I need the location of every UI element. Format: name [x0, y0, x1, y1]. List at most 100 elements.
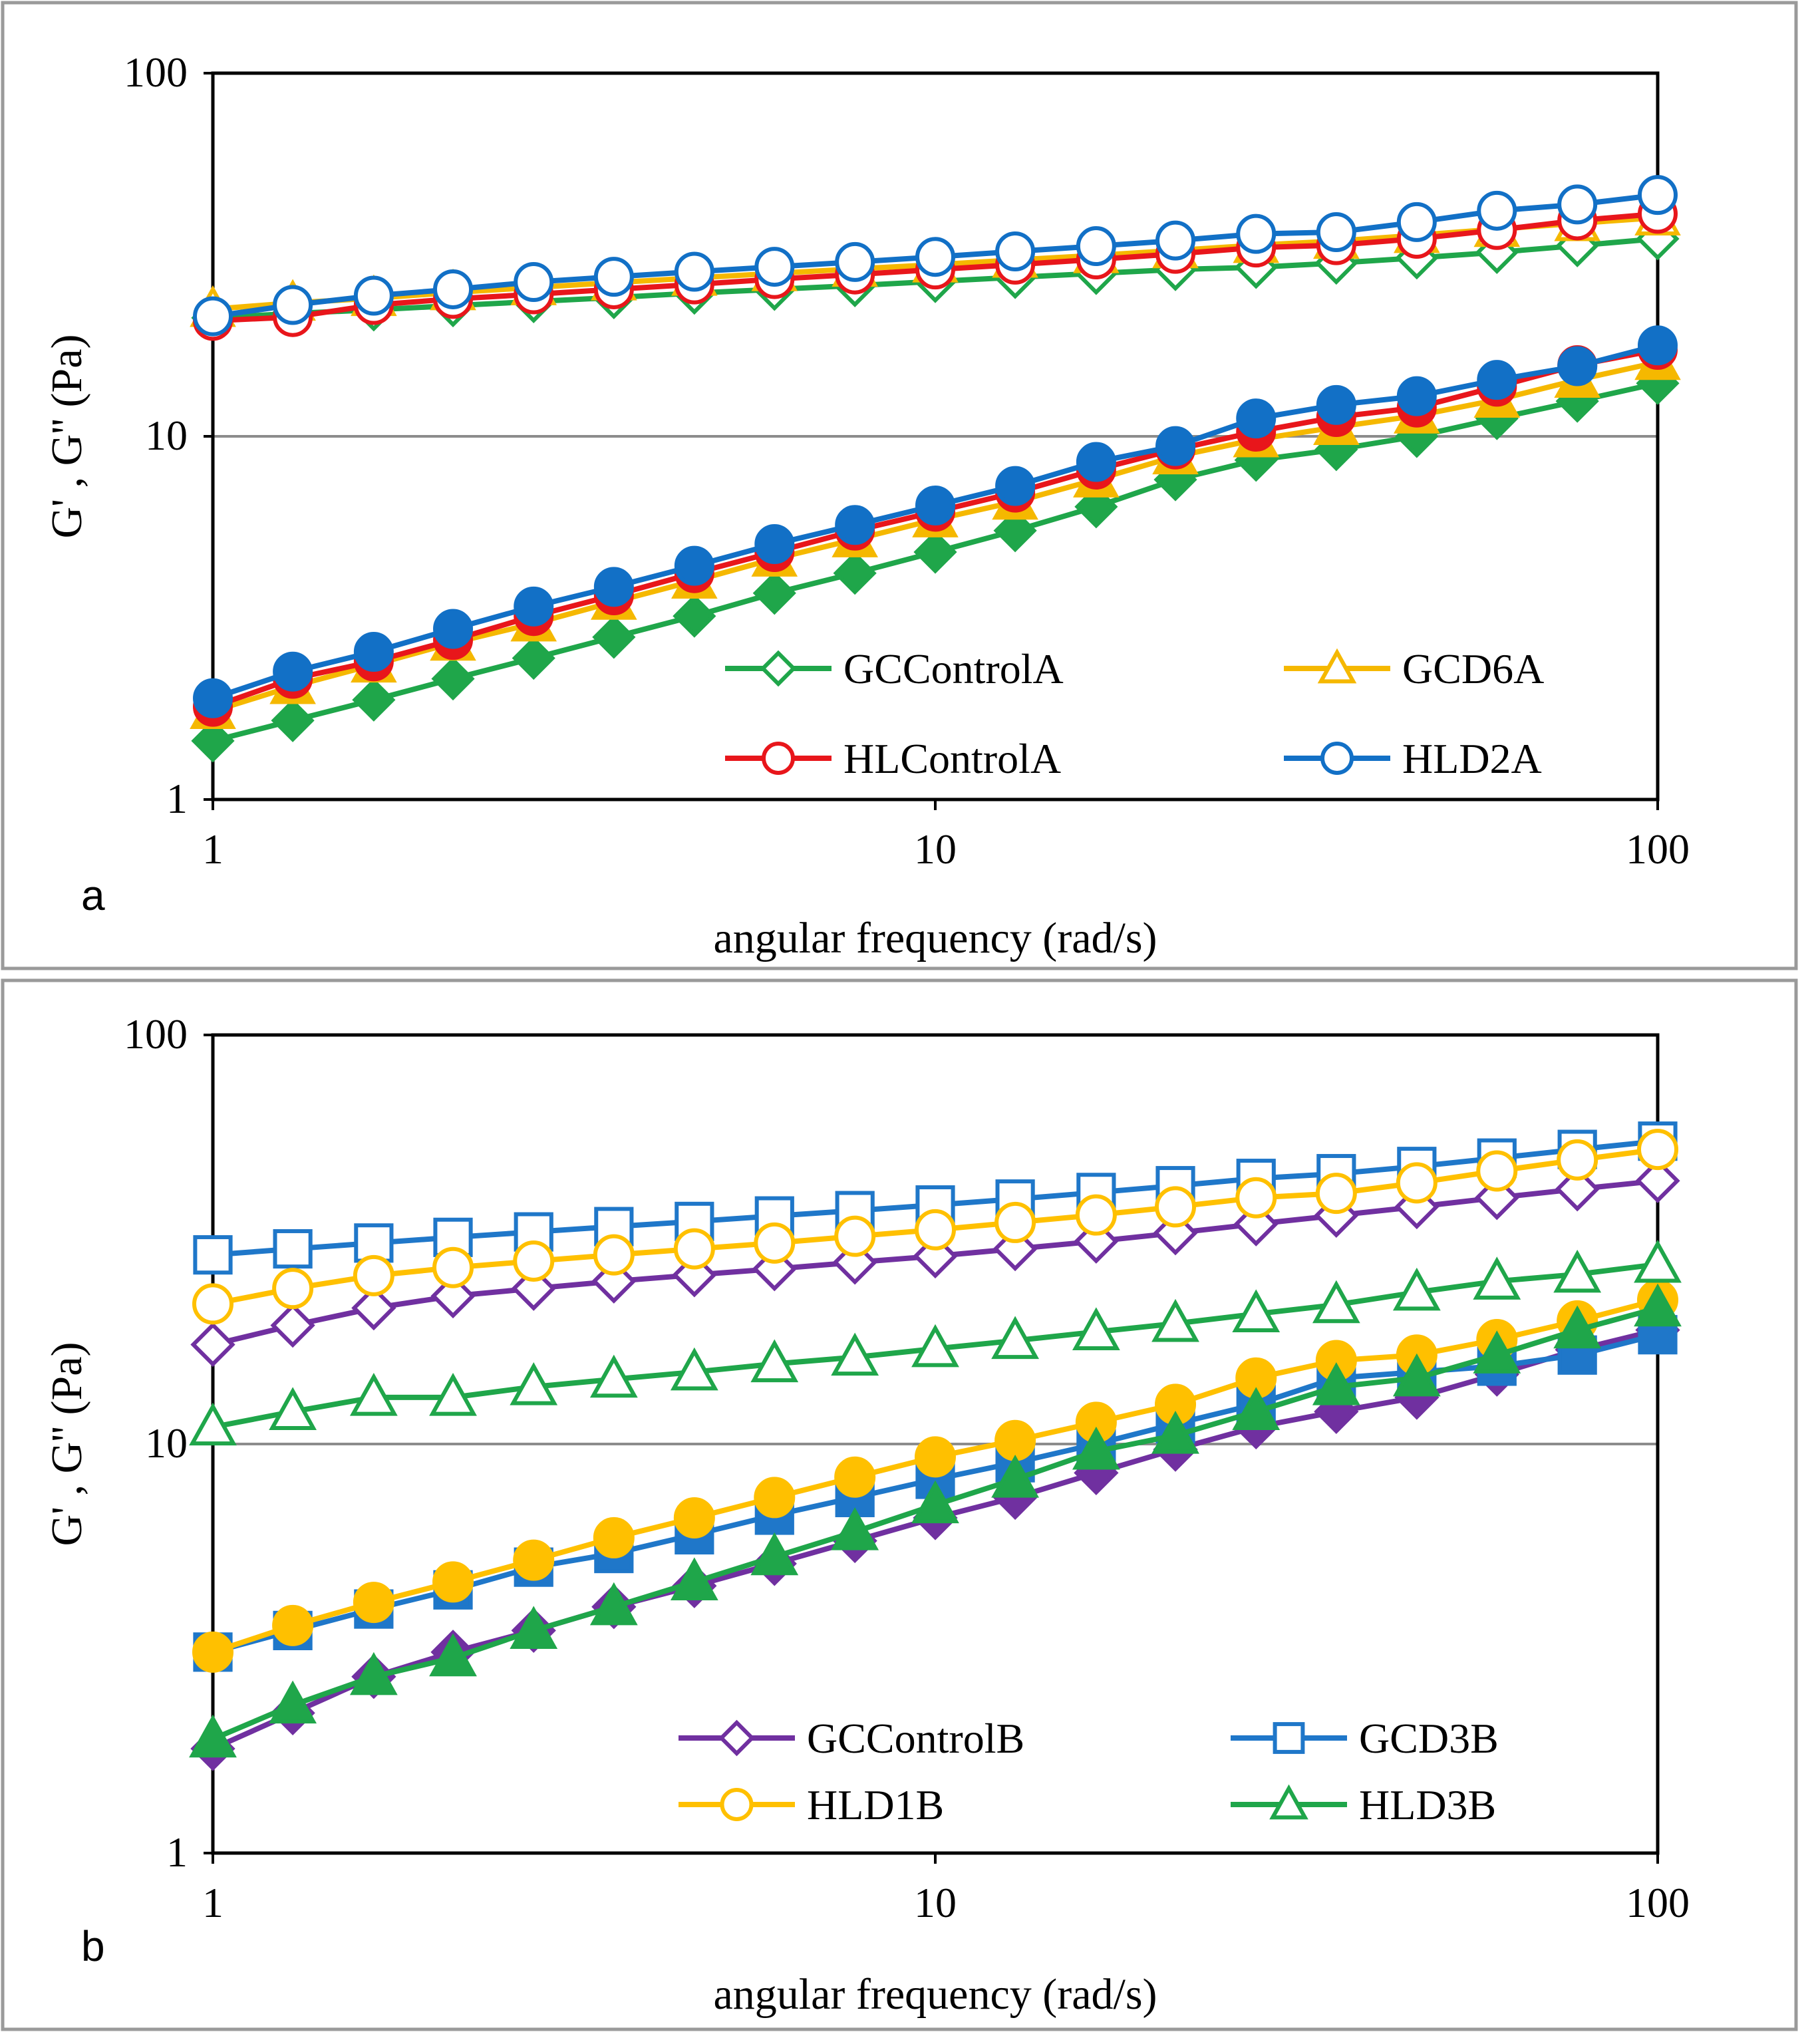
data-point-hld1b-g-double-prime-5	[593, 1517, 635, 1558]
panel-b-y-axis-title: G' , G'' (Pa)	[43, 1342, 91, 1546]
panel-a-xtick-label-10: 10	[914, 825, 957, 873]
data-point-hld2a-g-double-prime-14	[1316, 384, 1356, 425]
data-point-hld2a-g-double-prime-7	[754, 524, 795, 565]
data-point-hld2a-g-prime-1	[273, 285, 313, 325]
data-point-hld1b-g-prime-4	[513, 1240, 555, 1282]
data-point-gccontrolb-g-prime-1	[270, 1302, 315, 1348]
panel-b-ytick-label-1: 1	[166, 1828, 188, 1876]
panel-a-legend: GCControlA GCD6A HLControlA HLD2A	[725, 645, 1544, 782]
data-point-hld3b-g-prime-10	[991, 1316, 1039, 1360]
data-point-hld2a-g-prime-13	[1236, 214, 1277, 254]
data-point-hld2a-g-prime-11	[1076, 226, 1116, 267]
data-point-hld3b-g-double-prime-9	[911, 1480, 959, 1524]
data-point-hld3b-g-double-prime-15	[1392, 1353, 1441, 1397]
panel-a-axes: 1 10 100 1 10 100	[124, 49, 1690, 873]
panel-b-label: b	[81, 1922, 105, 1970]
data-point-hld1b-g-double-prime-10	[994, 1419, 1036, 1461]
data-point-hld1b-g-double-prime-9	[915, 1436, 956, 1478]
data-point-hld2a-g-prime-18	[1638, 175, 1678, 216]
data-point-hld2a-g-double-prime-17	[1557, 346, 1598, 386]
data-point-hld2a-g-double-prime-5	[593, 567, 634, 607]
data-point-gccontrola-g-double-prime-2	[352, 678, 396, 722]
data-point-gccontrolb-g-prime-10	[992, 1226, 1038, 1272]
panel-a-xtick-label-100: 100	[1626, 825, 1690, 873]
panel-a-xtick-label-1: 1	[202, 825, 224, 873]
data-point-gccontrola-g-double-prime-3	[431, 656, 475, 701]
legend-label-hld1b: HLD1B	[807, 1781, 944, 1828]
data-point-hld3b-g-prime-0	[189, 1402, 237, 1446]
data-point-hld3b-g-double-prime-12	[1151, 1410, 1199, 1454]
legend-marker-gccontrola	[760, 650, 797, 687]
data-point-hld1b-g-prime-5	[593, 1234, 635, 1276]
data-point-hld2a-g-double-prime-11	[1076, 442, 1116, 482]
data-point-hld1b-g-prime-1	[272, 1268, 314, 1310]
data-point-hld3b-g-double-prime-0	[189, 1714, 237, 1758]
data-point-hld2a-g-prime-9	[915, 237, 955, 277]
data-point-gccontrola-g-double-prime-11	[1074, 485, 1118, 529]
legend-marker-gccontrolb	[718, 1719, 755, 1757]
data-point-hld3b-g-double-prime-6	[670, 1557, 718, 1601]
data-point-hld3b-g-double-prime-4	[510, 1606, 558, 1650]
data-point-gcd3b-g-prime-1	[273, 1229, 313, 1269]
data-point-hld2a-g-prime-12	[1155, 220, 1196, 261]
data-point-hld2a-g-prime-8	[835, 241, 875, 282]
data-point-hld3b-g-double-prime-8	[831, 1507, 879, 1550]
panel-b-ytick-label-10: 10	[145, 1419, 188, 1467]
data-point-gccontrolb-g-prime-12	[1153, 1211, 1198, 1256]
legend-label-hlcontrola: HLControlA	[843, 735, 1061, 782]
data-point-hld2a-g-prime-16	[1477, 190, 1517, 231]
panel-a-ytick-label-100: 100	[124, 49, 188, 96]
panel-b-frame	[1, 978, 1798, 2031]
data-point-hld3b-g-prime-17	[1553, 1249, 1602, 1293]
data-point-hld2a-g-prime-3	[433, 269, 474, 309]
legend-item-gccontrola: GCControlA	[725, 645, 1064, 692]
legend-label-hld3b: HLD3B	[1359, 1781, 1496, 1828]
data-point-hld3b-g-prime-6	[670, 1347, 718, 1391]
data-point-hld1b-g-prime-6	[673, 1228, 715, 1270]
data-point-hld1b-g-prime-18	[1637, 1129, 1678, 1171]
data-point-hld3b-g-double-prime-17	[1553, 1305, 1602, 1349]
data-point-hld3b-g-double-prime-13	[1232, 1387, 1281, 1430]
legend-marker-hld2a	[1320, 742, 1354, 775]
panel-a-frame	[1, 1, 1798, 970]
data-point-hld2a-g-double-prime-4	[514, 586, 554, 627]
legend-item-gcd3b: GCD3B	[1231, 1715, 1499, 1762]
data-point-hld3b-g-prime-15	[1392, 1267, 1441, 1311]
data-point-gccontrola-g-double-prime-4	[512, 636, 555, 680]
data-point-hld3b-g-prime-1	[269, 1387, 317, 1430]
legend-label-gccontrolb: GCControlB	[807, 1715, 1024, 1762]
panel-a-ytick-label-10: 10	[145, 412, 188, 459]
data-point-hld3b-g-prime-4	[510, 1362, 558, 1405]
data-point-hld1b-g-prime-8	[834, 1215, 876, 1257]
data-point-hld3b-g-prime-8	[831, 1332, 879, 1376]
legend-marker-hld1b	[720, 1788, 754, 1821]
data-point-gccontrolb-g-prime-17	[1555, 1167, 1600, 1212]
data-point-gccontrola-g-double-prime-9	[913, 530, 957, 574]
data-point-gccontrola-g-double-prime-8	[833, 551, 877, 595]
legend-item-hlcontrola: HLControlA	[725, 735, 1061, 782]
data-point-hld3b-g-double-prime-14	[1312, 1362, 1360, 1405]
panel-a-series	[190, 175, 1681, 763]
legend-marker-hlcontrola	[762, 742, 795, 775]
data-point-hld3b-g-double-prime-7	[750, 1532, 799, 1576]
data-point-hld2a-g-prime-2	[353, 275, 394, 316]
panel-b-axes: 1 10 100 1 10 100	[124, 1010, 1690, 1926]
data-point-hld1b-g-prime-16	[1476, 1150, 1518, 1192]
data-point-hld2a-g-prime-4	[514, 262, 554, 303]
data-point-gccontrolb-g-prime-3	[430, 1273, 476, 1319]
data-point-hld2a-g-double-prime-16	[1477, 360, 1517, 400]
data-point-gccontrolb-g-prime-8	[832, 1240, 877, 1285]
data-point-hld3b-g-double-prime-2	[349, 1652, 398, 1695]
panel-b-legend: GCControlB GCD3B HLD1B HLD3B	[679, 1715, 1499, 1828]
panel-a-label: a	[81, 871, 105, 919]
data-point-hld2a-g-double-prime-13	[1236, 398, 1277, 439]
data-point-hld1b-g-prime-7	[754, 1222, 796, 1264]
panel-b-ytick-label-100: 100	[124, 1010, 188, 1058]
data-point-hld1b-g-prime-17	[1557, 1139, 1598, 1181]
data-point-hld2a-g-double-prime-0	[193, 678, 233, 718]
data-point-hld2a-g-double-prime-18	[1638, 325, 1678, 366]
data-point-hld2a-g-prime-5	[593, 257, 634, 297]
data-point-hld3b-g-prime-13	[1232, 1289, 1281, 1333]
legend-item-gccontrolb: GCControlB	[679, 1715, 1024, 1762]
